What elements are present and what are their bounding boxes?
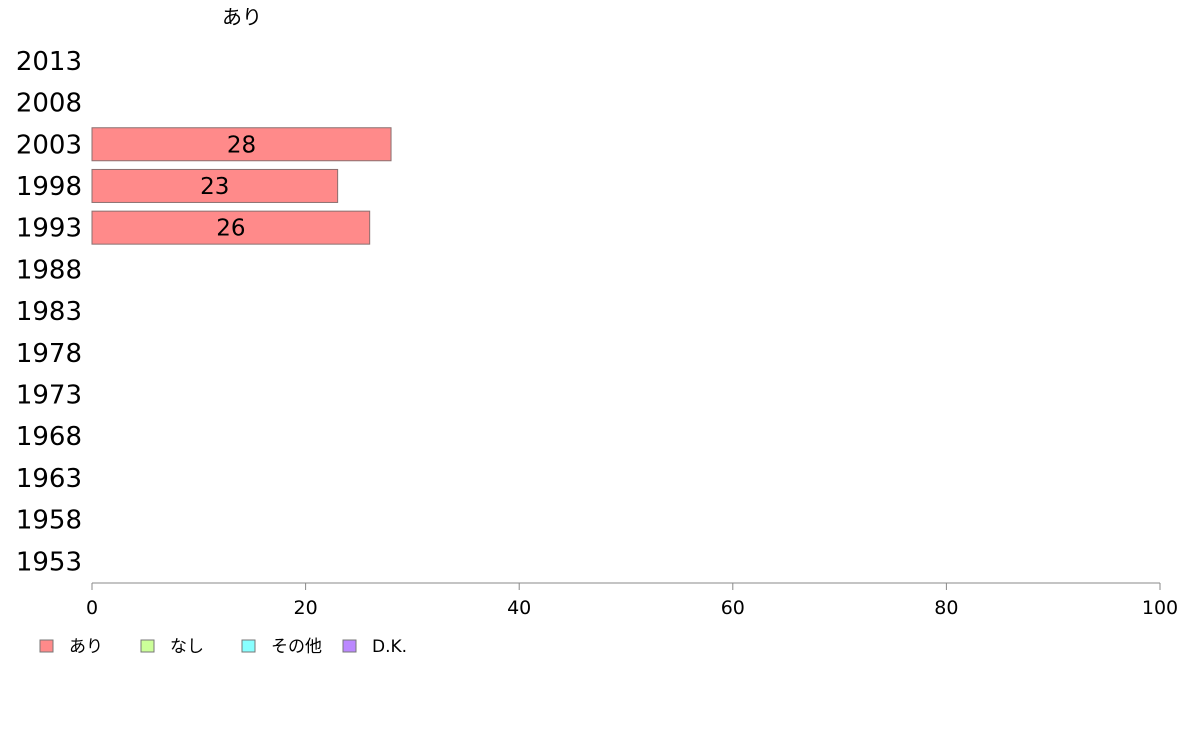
legend-swatch-2 [241, 639, 256, 653]
legend-label-0: あり [69, 637, 103, 657]
legend-swatch-3 [342, 639, 357, 653]
year-label-1958: 1958 [16, 506, 82, 536]
year-label-1983: 1983 [16, 297, 82, 327]
bar-1993-series-0 [91, 210, 371, 245]
legend-swatch-0 [39, 639, 54, 653]
year-label-1963: 1963 [16, 464, 82, 494]
x-tick-label-60: 60 [721, 597, 745, 619]
bar-label-1998-series-0: 23 [200, 174, 229, 200]
year-label-1968: 1968 [16, 422, 82, 452]
x-tick-label-0: 0 [86, 597, 98, 619]
bar-2003-series-0 [91, 127, 392, 162]
x-tick-label-80: 80 [934, 597, 958, 619]
year-label-1993: 1993 [16, 214, 82, 244]
x-tick-label-20: 20 [294, 597, 318, 619]
year-label-1988: 1988 [16, 255, 82, 285]
year-labels: 2013 2008 2003 1998 1993 1988 1983 1978 1973 1968… [16, 47, 82, 577]
bar-1998-series-0 [91, 168, 339, 203]
bar-label-2003-series-0: 28 [227, 132, 256, 158]
legend: あり なし その他 D.K. [39, 637, 407, 657]
legend-label-3: D.K. [372, 637, 407, 657]
year-label-2003: 2003 [16, 130, 82, 160]
legend-label-2: その他 [271, 637, 322, 657]
legend-swatch-1 [140, 639, 155, 653]
year-label-2008: 2008 [16, 89, 82, 119]
bars: 28 23 26 [91, 127, 392, 245]
bar-label-1993-series-0: 26 [216, 216, 245, 242]
x-tick-label-40: 40 [507, 597, 531, 619]
x-axis: 0 20 40 60 80 100 [86, 582, 1178, 619]
year-label-1978: 1978 [16, 339, 82, 369]
legend-label-1: なし [170, 637, 204, 657]
year-label-1998: 1998 [16, 172, 82, 202]
year-label-2013: 2013 [16, 47, 82, 77]
x-tick-label-100: 100 [1142, 597, 1178, 619]
year-label-1953: 1953 [16, 547, 82, 577]
series-header: あり [222, 5, 262, 29]
year-label-1973: 1973 [16, 380, 82, 410]
